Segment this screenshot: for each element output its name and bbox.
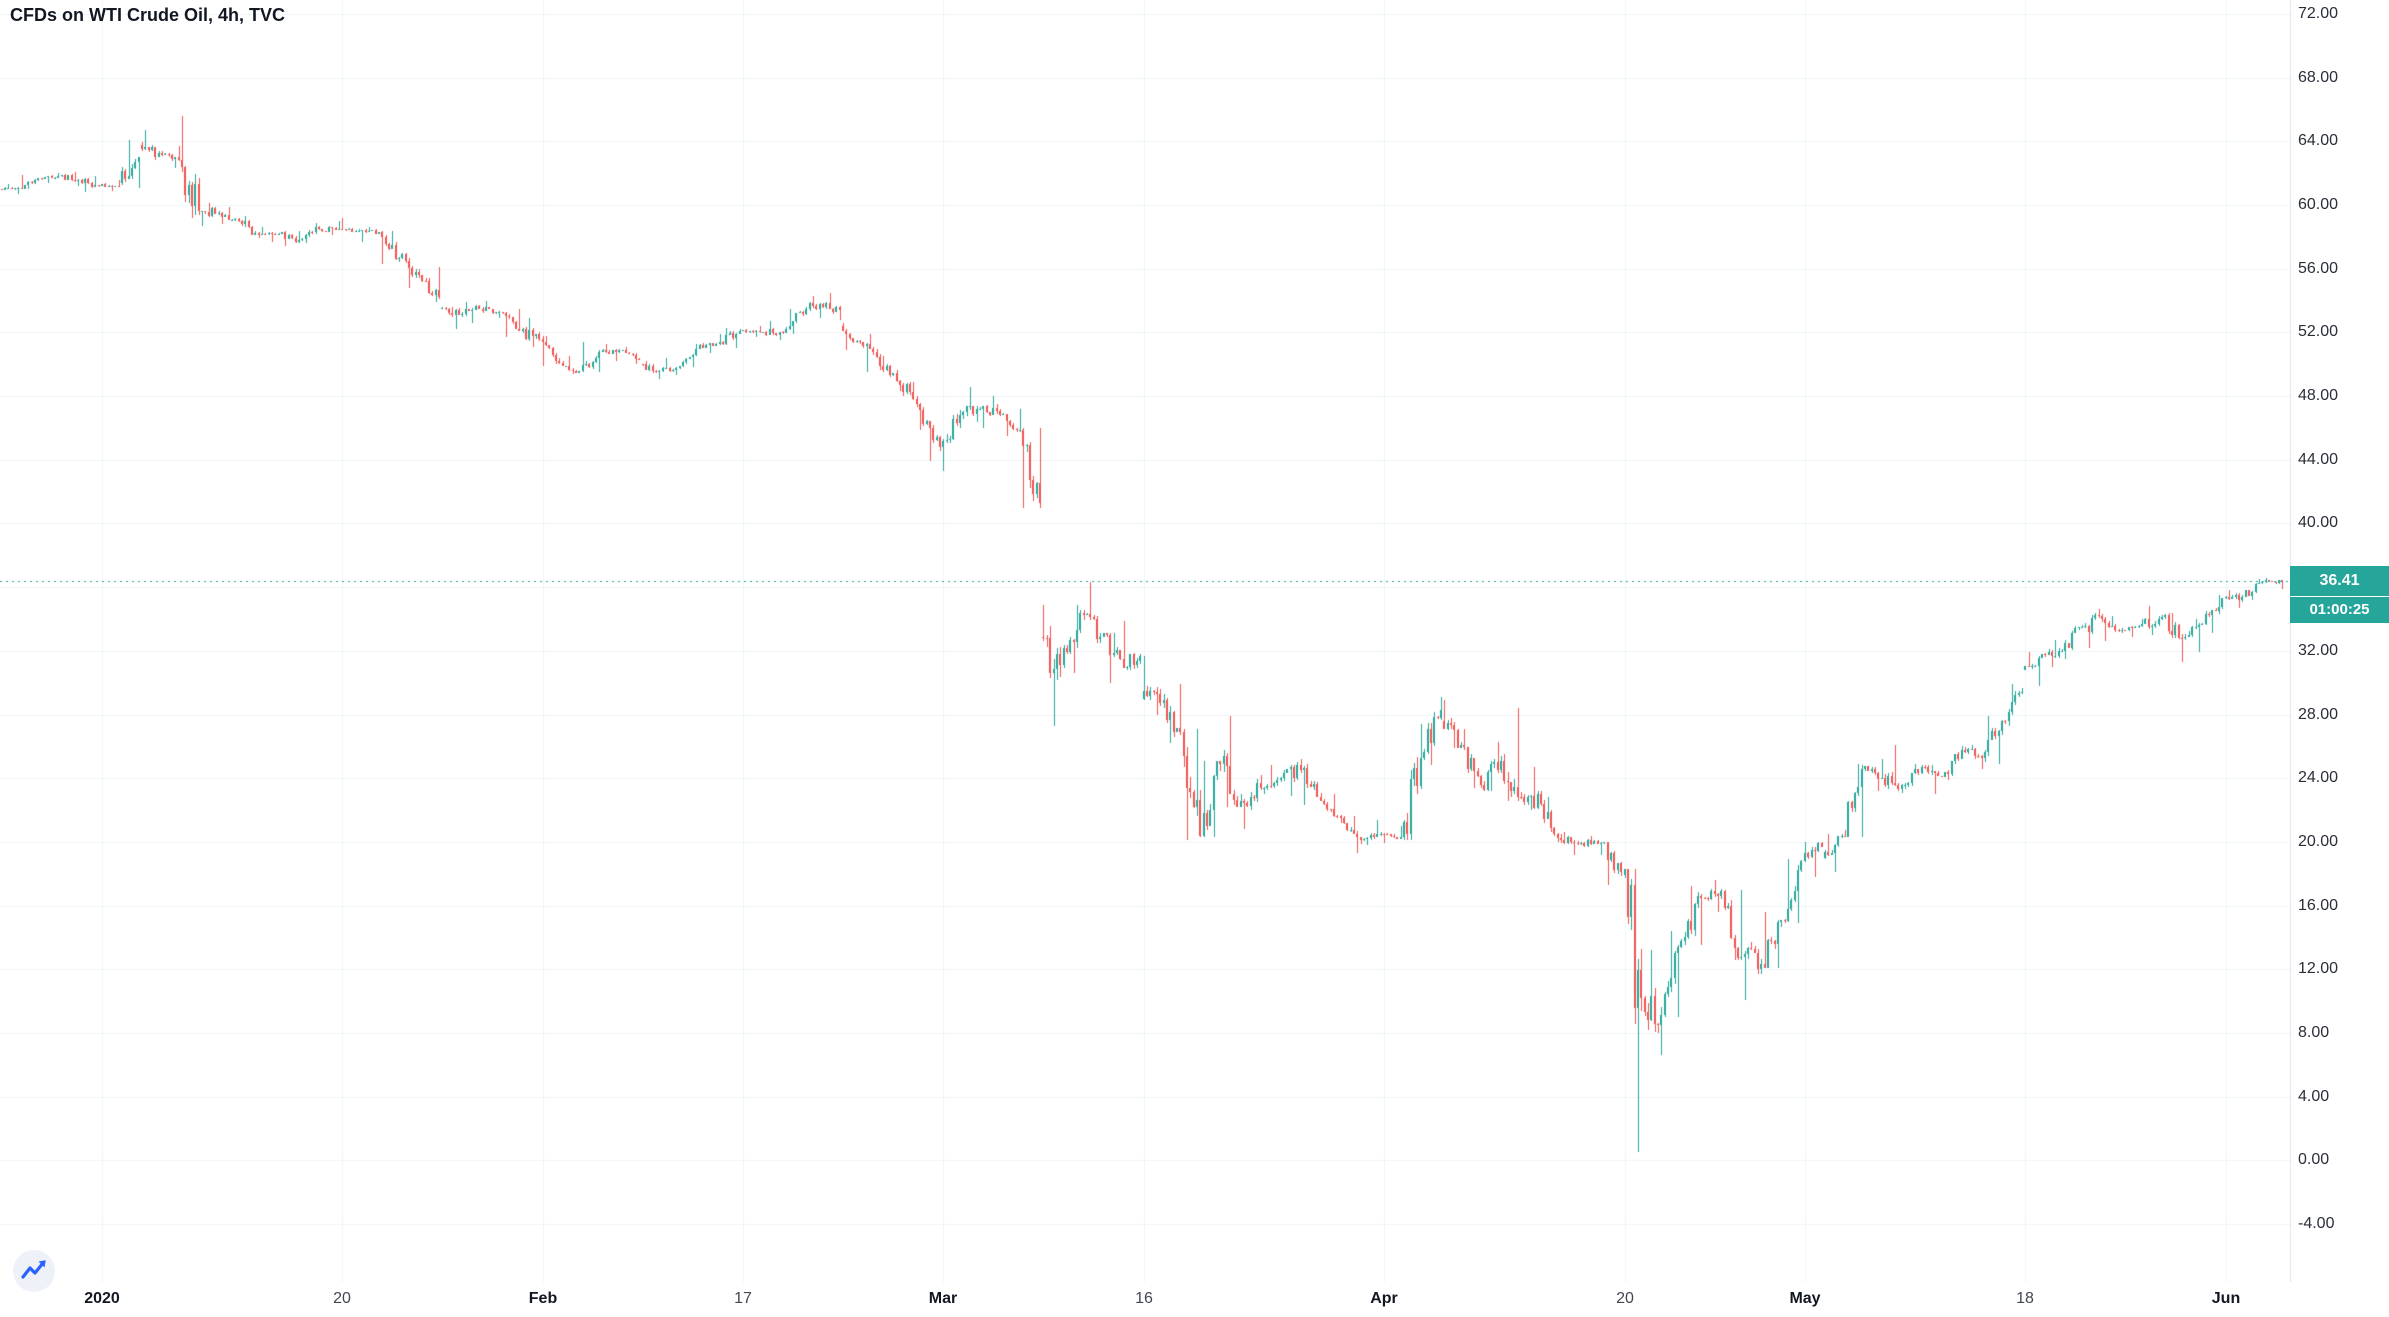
price-tick-label: 44.00 xyxy=(2298,450,2339,468)
price-tick-label: 40.00 xyxy=(2298,514,2339,532)
price-tick-label: 56.00 xyxy=(2298,259,2339,277)
price-tick-label: 4.00 xyxy=(2298,1087,2330,1105)
time-tick-label: Apr xyxy=(1370,1290,1398,1307)
price-tick-label: -4.00 xyxy=(2298,1215,2335,1232)
price-tick-label: 8.00 xyxy=(2298,1023,2330,1041)
time-tick-label: 2020 xyxy=(84,1290,120,1307)
time-tick-label: Feb xyxy=(528,1290,558,1307)
time-tick-label: Jun xyxy=(2211,1290,2241,1307)
time-tick-label: 20 xyxy=(333,1290,351,1307)
price-tick-label: 48.00 xyxy=(2298,387,2339,405)
time-tick-label: May xyxy=(1789,1290,1821,1307)
time-tick-label: 17 xyxy=(734,1290,752,1307)
time-axis[interactable]: 2020 20 Feb 17 Mar 16 Apr 20 May 18 Jun xyxy=(0,1282,2389,1317)
price-tick-label: 52.00 xyxy=(2298,323,2339,341)
tradingview-logo[interactable] xyxy=(12,1249,56,1293)
price-tick-label: 24.00 xyxy=(2298,769,2339,787)
price-axis[interactable]: 72.00 68.00 64.00 60.00 56.00 52.00 48.00 44.00… xyxy=(2290,0,2389,1282)
time-tick-label: 20 xyxy=(1616,1290,1634,1307)
price-tick-label: 32.00 xyxy=(2298,641,2339,659)
time-tick-label: Mar xyxy=(928,1290,958,1307)
last-price-badge[interactable]: 36.41 xyxy=(2290,565,2389,596)
price-tick-label: 72.00 xyxy=(2298,5,2339,22)
price-tick-label: 0.00 xyxy=(2298,1151,2330,1169)
price-tick-label: 16.00 xyxy=(2298,896,2339,914)
tradingview-logo-icon xyxy=(13,1250,55,1292)
price-tick-label: 60.00 xyxy=(2298,196,2339,214)
price-tick-label: 20.00 xyxy=(2298,832,2339,850)
price-tick-label: 28.00 xyxy=(2298,705,2339,723)
candle-countdown-badge: 01:00:25 xyxy=(2290,596,2389,623)
time-tick-label: 18 xyxy=(2016,1290,2034,1307)
price-tick-label: 12.00 xyxy=(2298,960,2339,978)
price-tick-label: 68.00 xyxy=(2298,68,2339,86)
chart-legend-title[interactable]: CFDs on WTI Crude Oil, 4h, TVC xyxy=(10,5,286,25)
price-tick-label: 64.00 xyxy=(2298,132,2339,150)
time-tick-label: 16 xyxy=(1135,1290,1153,1307)
